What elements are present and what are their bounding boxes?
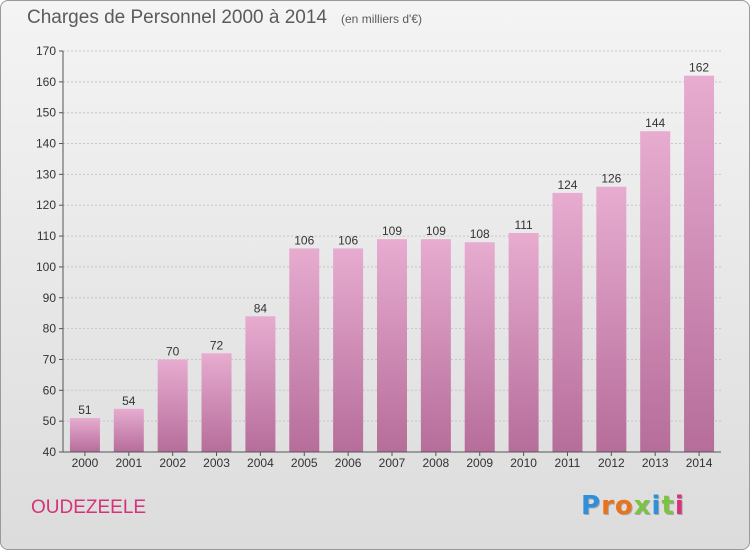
bar: [377, 239, 407, 452]
chart-title: Charges de Personnel 2000 à 2014: [27, 7, 328, 28]
bar: [640, 131, 671, 452]
y-tick-label: 70: [43, 352, 57, 366]
x-tick-label: 2008: [423, 456, 450, 470]
bar-value-label: 162: [689, 61, 709, 75]
x-tick-label: 2000: [72, 456, 99, 470]
chart-title-block: Charges de Personnel 2000 à 2014 (en mill…: [27, 7, 422, 29]
bar-value-label: 72: [210, 338, 224, 352]
bar-value-label: 106: [294, 233, 314, 247]
x-tick-label: 2013: [642, 456, 669, 470]
x-tick-label: 2009: [466, 456, 493, 470]
x-tick-label: 2004: [247, 456, 274, 470]
commune-name: OUDEZEELE: [31, 497, 147, 518]
bar-value-label: 111: [514, 218, 533, 232]
x-tick-label: 2003: [203, 456, 230, 470]
x-tick-label: 2002: [159, 456, 186, 470]
bar: [157, 359, 188, 452]
bar: [245, 316, 276, 452]
bar-value-label: 109: [382, 224, 402, 238]
x-tick-label: 2001: [115, 456, 142, 470]
bar-value-label: 109: [426, 224, 446, 238]
bar-value-label: 84: [254, 301, 268, 315]
y-tick-label: 160: [36, 75, 56, 89]
bar-value-label: 124: [557, 178, 577, 192]
x-tick-label: 2012: [598, 456, 625, 470]
x-tick-label: 2010: [510, 456, 537, 470]
logo-letter: x: [633, 491, 652, 521]
bar: [464, 242, 495, 452]
y-tick-label: 170: [36, 44, 56, 58]
bar: [552, 192, 583, 452]
bar: [420, 239, 451, 452]
bar-value-label: 106: [338, 233, 358, 247]
y-tick-label: 60: [43, 383, 57, 397]
x-tick-label: 2005: [291, 456, 318, 470]
y-tick-label: 50: [43, 414, 57, 428]
logo-letter: P: [581, 491, 602, 521]
logo-letter: o: [614, 491, 634, 521]
y-tick-label: 150: [36, 106, 56, 120]
y-tick-label: 110: [37, 229, 56, 243]
bar-value-label: 51: [78, 403, 92, 417]
bar: [113, 408, 144, 452]
logo-letter: i: [651, 491, 662, 521]
bar: [596, 186, 627, 452]
proxiti-logo: Proxiti: [581, 491, 685, 521]
bar: [684, 75, 715, 452]
logo-letter: r: [601, 491, 615, 521]
x-tick-label: 2011: [555, 456, 581, 470]
bar-value-label: 108: [470, 227, 490, 241]
y-tick-label: 130: [36, 167, 56, 181]
logo-letter: i: [674, 491, 685, 521]
bar: [333, 248, 364, 452]
y-tick-label: 40: [43, 445, 57, 459]
x-tick-label: 2007: [379, 456, 406, 470]
bar-value-label: 70: [166, 344, 180, 358]
bar-value-label: 54: [122, 394, 136, 408]
bar: [508, 232, 539, 452]
chart-subtitle: (en milliers d'€): [341, 12, 422, 26]
x-tick-label: 2006: [335, 456, 362, 470]
bar-value-label: 126: [601, 172, 621, 186]
bar: [201, 353, 232, 452]
bar: [289, 248, 320, 452]
y-tick-label: 100: [36, 260, 56, 274]
bar-value-label: 144: [645, 116, 665, 130]
bar: [69, 418, 100, 452]
y-tick-label: 90: [43, 291, 57, 305]
y-tick-label: 120: [36, 198, 56, 212]
logo-letter: t: [661, 491, 675, 521]
y-tick-label: 140: [36, 137, 56, 151]
y-tick-label: 80: [43, 322, 57, 336]
x-tick-label: 2014: [686, 456, 713, 470]
